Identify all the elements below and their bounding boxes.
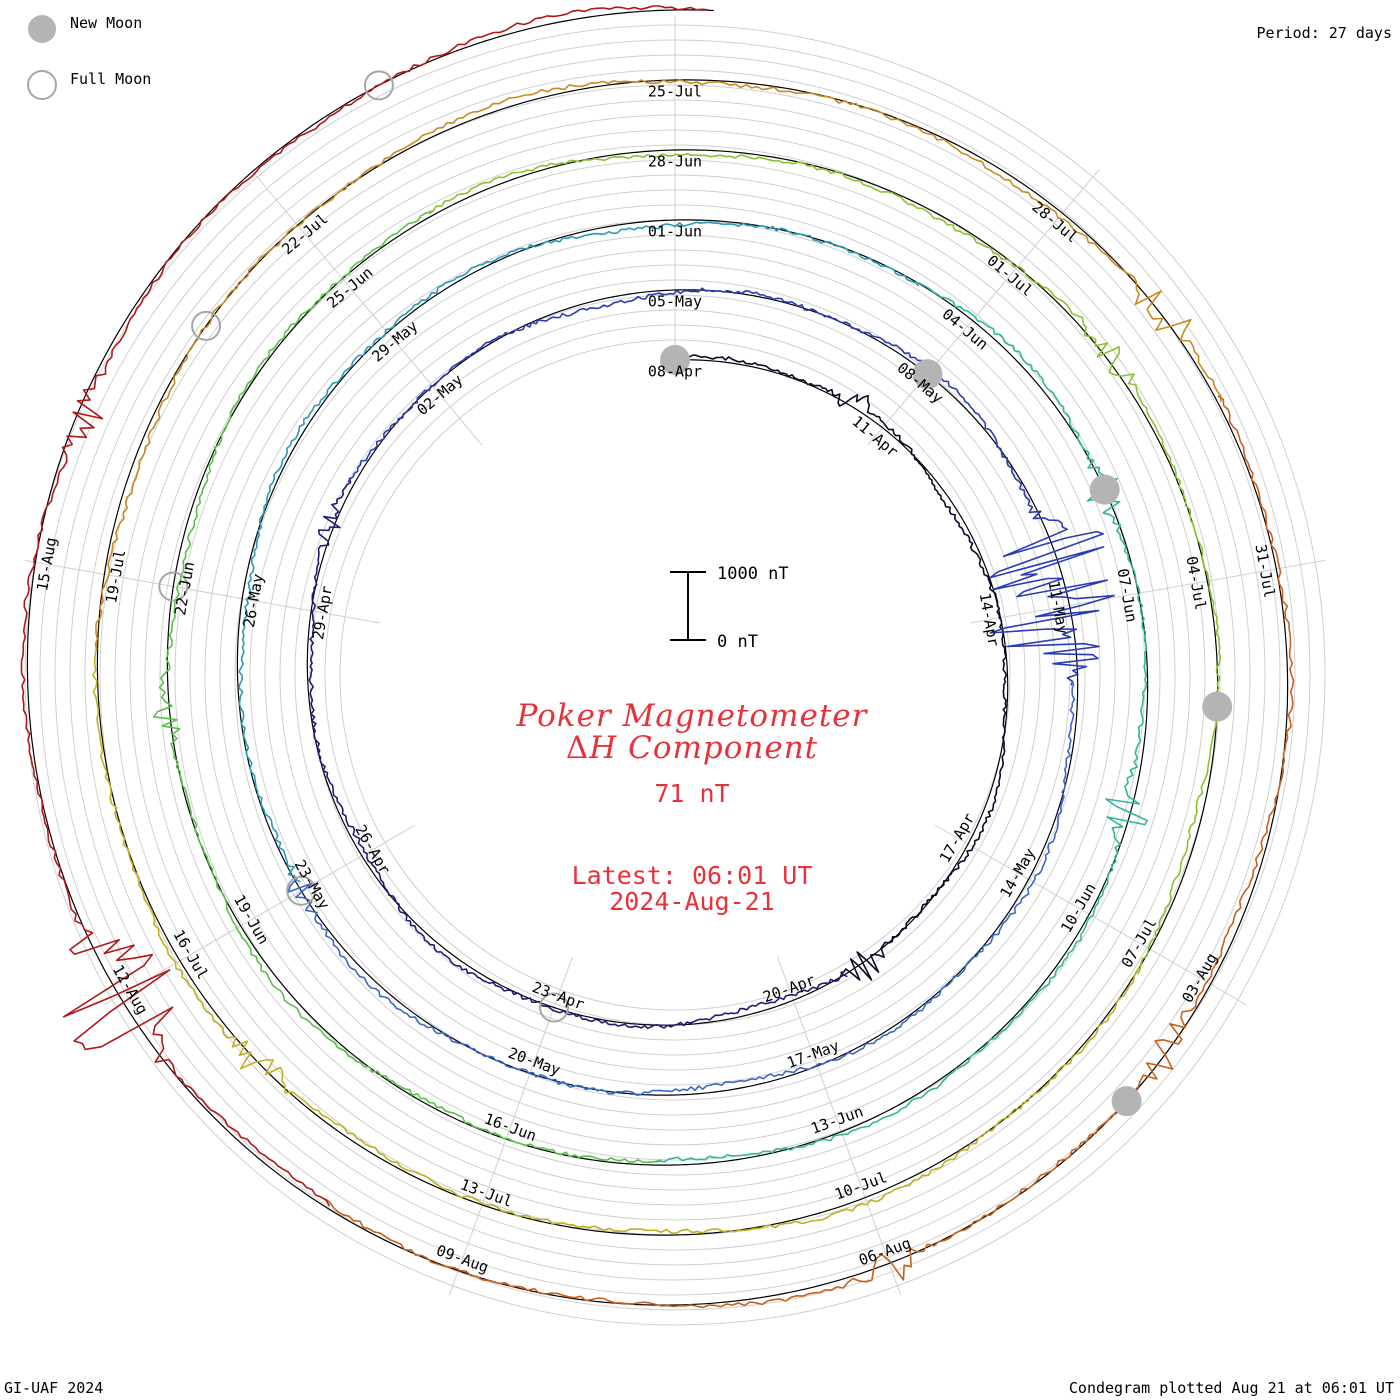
grid-ring xyxy=(264,264,1086,1086)
trace-series-9 xyxy=(92,643,1141,1234)
day-label: 05-May xyxy=(648,293,702,311)
latest-date: 2024-Aug-21 xyxy=(609,887,775,916)
spiral-baseline xyxy=(26,9,1289,1306)
grid-ring xyxy=(324,324,1026,1026)
trace-series-10 xyxy=(94,79,1222,651)
trace-series-7 xyxy=(153,209,662,1164)
current-value: 71 nT xyxy=(654,779,729,808)
day-label: 17-Apr xyxy=(936,810,979,866)
delta-symbol: Δ xyxy=(566,730,589,766)
plotted-label: Condegram plotted Aug 21 at 06:01 UT xyxy=(1068,1379,1394,1397)
credit-label: GI-UAF 2024 xyxy=(4,1379,104,1397)
day-label: 14-May xyxy=(996,845,1039,901)
day-label: 22-Jun xyxy=(171,560,198,616)
trace-series-4 xyxy=(287,680,1076,1096)
day-label: 28-Jun xyxy=(648,153,702,171)
trace-series-12 xyxy=(20,5,709,1207)
day-label: 06-Aug xyxy=(856,1234,913,1269)
trace-series-6 xyxy=(655,281,1148,1163)
day-label: 10-Jun xyxy=(1057,880,1100,936)
grid-spoke xyxy=(250,169,483,446)
day-label: 26-May xyxy=(240,572,267,628)
day-label: 20-Apr xyxy=(761,971,818,1006)
grid-spoke xyxy=(970,559,1326,624)
day-label: 25-Jul xyxy=(648,83,702,101)
full-moon-marker xyxy=(158,571,189,602)
chart-title: Poker Magnetometer ΔH Component 71 nT La… xyxy=(516,698,869,916)
day-label: 04-Jul xyxy=(1182,555,1209,611)
trace-series-1 xyxy=(674,354,1007,981)
day-label: 15-Aug xyxy=(33,536,60,592)
grid-spoke xyxy=(103,824,416,1006)
new-moon-marker xyxy=(1202,691,1233,722)
grid-ring xyxy=(309,309,1041,1041)
grid-spoke xyxy=(934,824,1247,1006)
period-label: Period: 27 days xyxy=(1256,24,1392,42)
title-line-1: Poker Magnetometer xyxy=(516,698,869,734)
new-moon-icon xyxy=(28,15,56,43)
scale-bar: 1000 nT 0 nT xyxy=(670,564,789,652)
day-label: 14-Apr xyxy=(976,591,1003,647)
legend xyxy=(27,15,57,100)
day-label: 01-Jun xyxy=(648,223,702,241)
trace-series-2 xyxy=(308,477,848,1030)
title-line-2: ΔH Component xyxy=(566,730,818,766)
new-moon-marker xyxy=(912,359,943,390)
full-moon-marker xyxy=(286,875,317,906)
magnetometer-traces xyxy=(20,5,1295,1309)
grid-spoke xyxy=(448,956,573,1296)
day-label: 10-Jul xyxy=(832,1168,889,1203)
scale-bar-top-label: 1000 nT xyxy=(717,564,789,584)
full-moon-marker xyxy=(363,70,394,101)
trace-series-8 xyxy=(428,152,1222,975)
spiral-baseline-path xyxy=(26,9,1289,1306)
new-moon-marker xyxy=(1089,474,1120,505)
trace-series-3 xyxy=(347,287,1115,686)
new-moon-marker xyxy=(660,345,690,375)
grid-spoke xyxy=(777,956,902,1296)
day-label: 08-Apr xyxy=(648,363,702,381)
grid-ring xyxy=(279,279,1071,1071)
new-moon-label: New Moon xyxy=(70,14,143,32)
trace-series-5 xyxy=(238,221,920,883)
title-line-2-text: H Component xyxy=(588,730,818,766)
scale-bar-bottom-label: 0 nT xyxy=(717,632,758,652)
full-moon-marker xyxy=(191,310,222,341)
full-moon-label: Full Moon xyxy=(70,70,152,88)
day-label: 07-Jun xyxy=(1114,567,1141,623)
full-moon-marker xyxy=(539,992,569,1023)
day-label: 07-Jul xyxy=(1118,915,1161,971)
day-label: 19-Jul xyxy=(102,548,129,604)
latest-time: Latest: 06:01 UT xyxy=(572,861,813,890)
full-moon-icon xyxy=(27,70,57,100)
new-moon-marker xyxy=(1111,1086,1142,1117)
grid-spoke xyxy=(24,559,380,624)
trace-series-11 xyxy=(324,395,1295,1309)
day-label: 03-Aug xyxy=(1178,950,1221,1006)
grid-spoke xyxy=(867,169,1100,446)
day-label: 23-Apr xyxy=(530,978,587,1013)
moon-markers xyxy=(158,70,1233,1117)
polar-grid xyxy=(24,15,1326,1326)
